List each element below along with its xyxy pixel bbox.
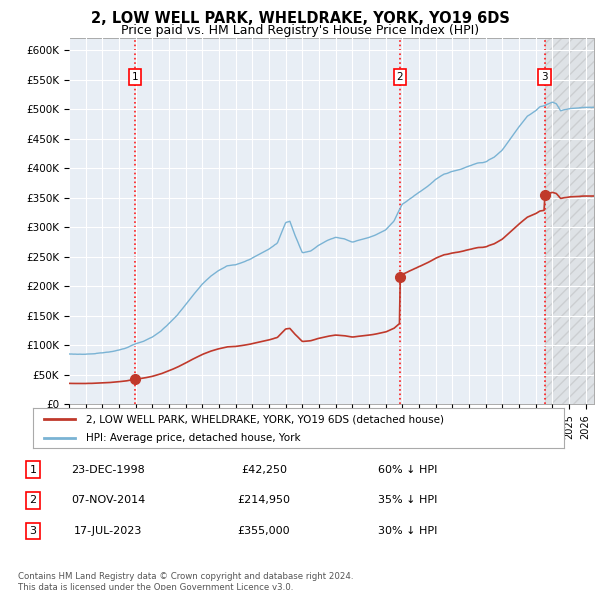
Text: £214,950: £214,950 (238, 496, 290, 505)
Text: 35% ↓ HPI: 35% ↓ HPI (379, 496, 437, 505)
Text: 23-DEC-1998: 23-DEC-1998 (71, 465, 145, 474)
Text: 3: 3 (541, 72, 548, 82)
Bar (545, 38, 594, 404)
Text: 30% ↓ HPI: 30% ↓ HPI (379, 526, 437, 536)
Text: 2: 2 (397, 72, 403, 82)
Text: 07-NOV-2014: 07-NOV-2014 (71, 496, 145, 505)
Text: 1: 1 (132, 72, 139, 82)
Text: Price paid vs. HM Land Registry's House Price Index (HPI): Price paid vs. HM Land Registry's House … (121, 24, 479, 37)
Text: £42,250: £42,250 (241, 465, 287, 474)
Text: 2: 2 (29, 496, 37, 505)
Text: 3: 3 (29, 526, 37, 536)
Text: 60% ↓ HPI: 60% ↓ HPI (379, 465, 437, 474)
Text: 1: 1 (29, 465, 37, 474)
Text: 2, LOW WELL PARK, WHELDRAKE, YORK, YO19 6DS: 2, LOW WELL PARK, WHELDRAKE, YORK, YO19 … (91, 11, 509, 25)
Text: HPI: Average price, detached house, York: HPI: Average price, detached house, York (86, 434, 301, 443)
Text: 17-JUL-2023: 17-JUL-2023 (74, 526, 142, 536)
Text: Contains HM Land Registry data © Crown copyright and database right 2024.
This d: Contains HM Land Registry data © Crown c… (18, 572, 353, 590)
Text: 2, LOW WELL PARK, WHELDRAKE, YORK, YO19 6DS (detached house): 2, LOW WELL PARK, WHELDRAKE, YORK, YO19 … (86, 414, 444, 424)
Text: £355,000: £355,000 (238, 526, 290, 536)
